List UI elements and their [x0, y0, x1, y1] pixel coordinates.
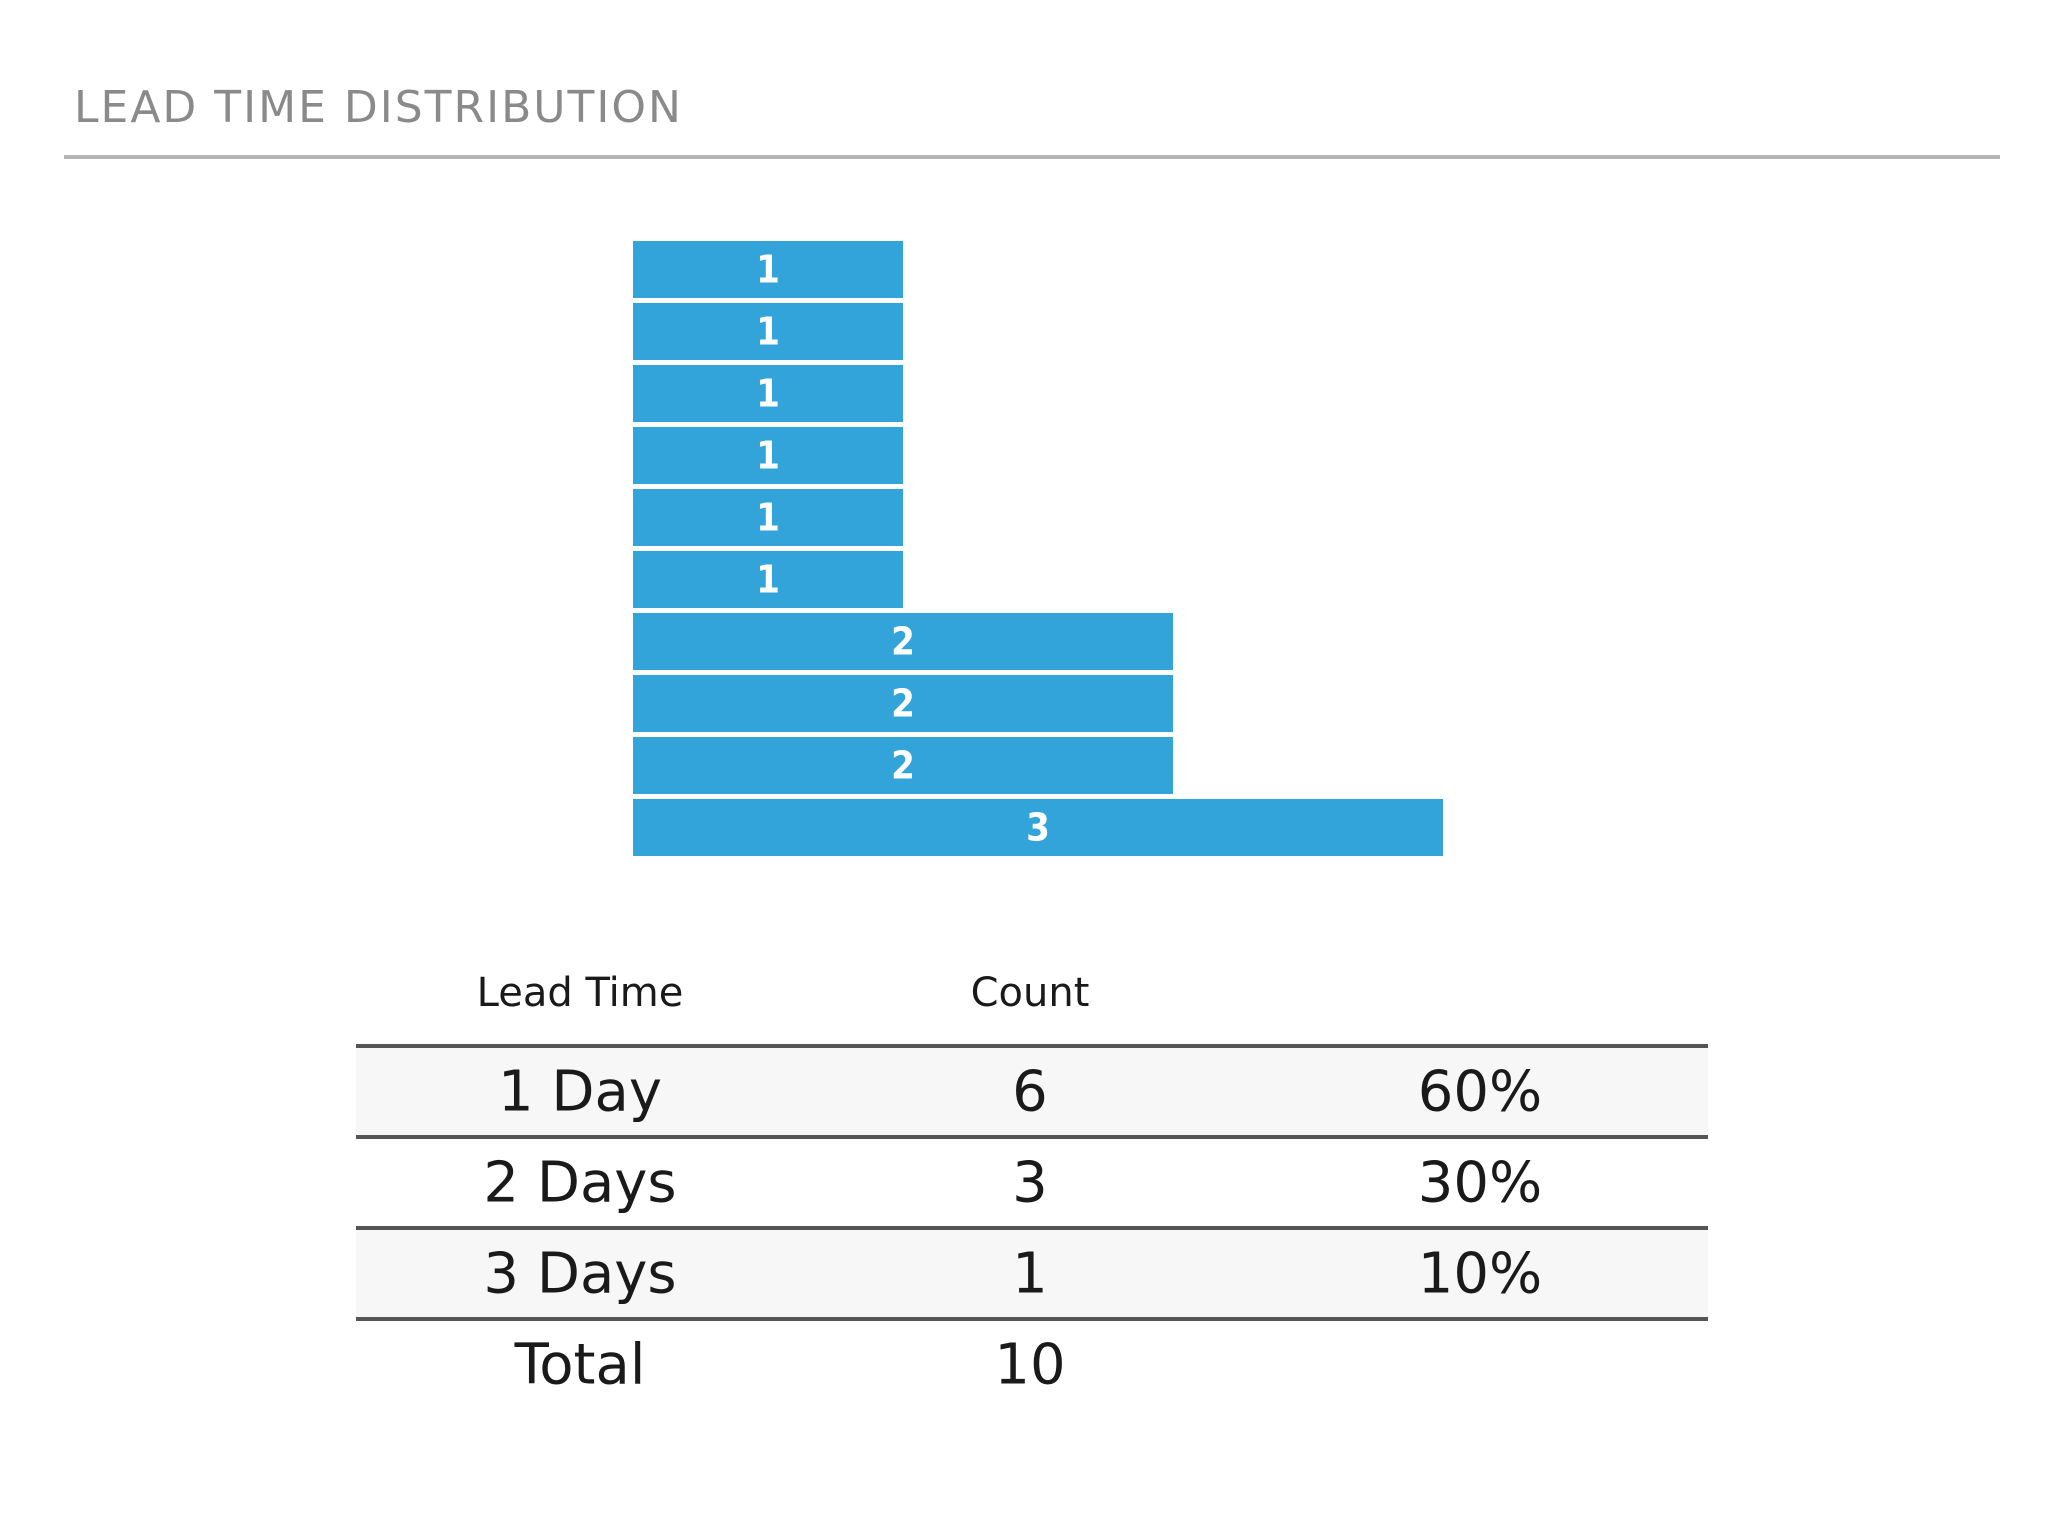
percent-cell: 30%	[1417, 1150, 1543, 1216]
bar	[633, 427, 903, 484]
table-header-count: Count	[970, 970, 1090, 1016]
lead-time-cell: 2 Days	[483, 1150, 677, 1216]
table-divider	[356, 1226, 1708, 1230]
bar	[633, 675, 1173, 732]
total-count: 10	[994, 1332, 1066, 1398]
bar	[633, 303, 903, 360]
table-divider	[356, 1317, 1708, 1321]
bar-value-label: 2	[891, 744, 915, 788]
bar-value-label: 1	[756, 248, 780, 292]
count-cell: 1	[1012, 1241, 1048, 1307]
lead-time-cell: 3 Days	[483, 1241, 677, 1307]
bar-value-label: 3	[1026, 806, 1050, 850]
table-divider	[356, 1135, 1708, 1139]
page-title: LEAD TIME DISTRIBUTION	[74, 82, 683, 133]
bar-value-label: 1	[756, 558, 780, 602]
table-row: 2 Days 3 30%	[356, 1139, 1708, 1227]
bar-value-label: 2	[891, 620, 915, 664]
lead-time-bar-chart: 1 1 1 1 1 1 2 2 2 3	[633, 241, 1443, 856]
percent-cell: 10%	[1417, 1241, 1543, 1307]
table-divider	[356, 1044, 1708, 1048]
table-total-row: Total 10	[356, 1321, 1708, 1409]
bar-value-label: 1	[756, 496, 780, 540]
percent-cell: 60%	[1417, 1059, 1543, 1125]
bar-value-label: 1	[756, 434, 780, 478]
table-row: 3 Days 1 10%	[356, 1230, 1708, 1318]
bar	[633, 613, 1173, 670]
bar	[633, 365, 903, 422]
bar	[633, 737, 1173, 794]
lead-time-cell: 1 Day	[497, 1059, 663, 1125]
bar	[633, 799, 1443, 856]
table-row: 1 Day 6 60%	[356, 1048, 1708, 1136]
bar	[633, 551, 903, 608]
bar-value-label: 1	[756, 372, 780, 416]
total-label: Total	[514, 1332, 646, 1398]
bar	[633, 241, 903, 298]
table-header-lead-time: Lead Time	[476, 970, 684, 1016]
bar-value-label: 2	[891, 682, 915, 726]
count-cell: 3	[1012, 1150, 1048, 1216]
bar-value-label: 1	[756, 310, 780, 354]
count-cell: 6	[1012, 1059, 1048, 1125]
title-divider	[64, 155, 2000, 159]
bar	[633, 489, 903, 546]
